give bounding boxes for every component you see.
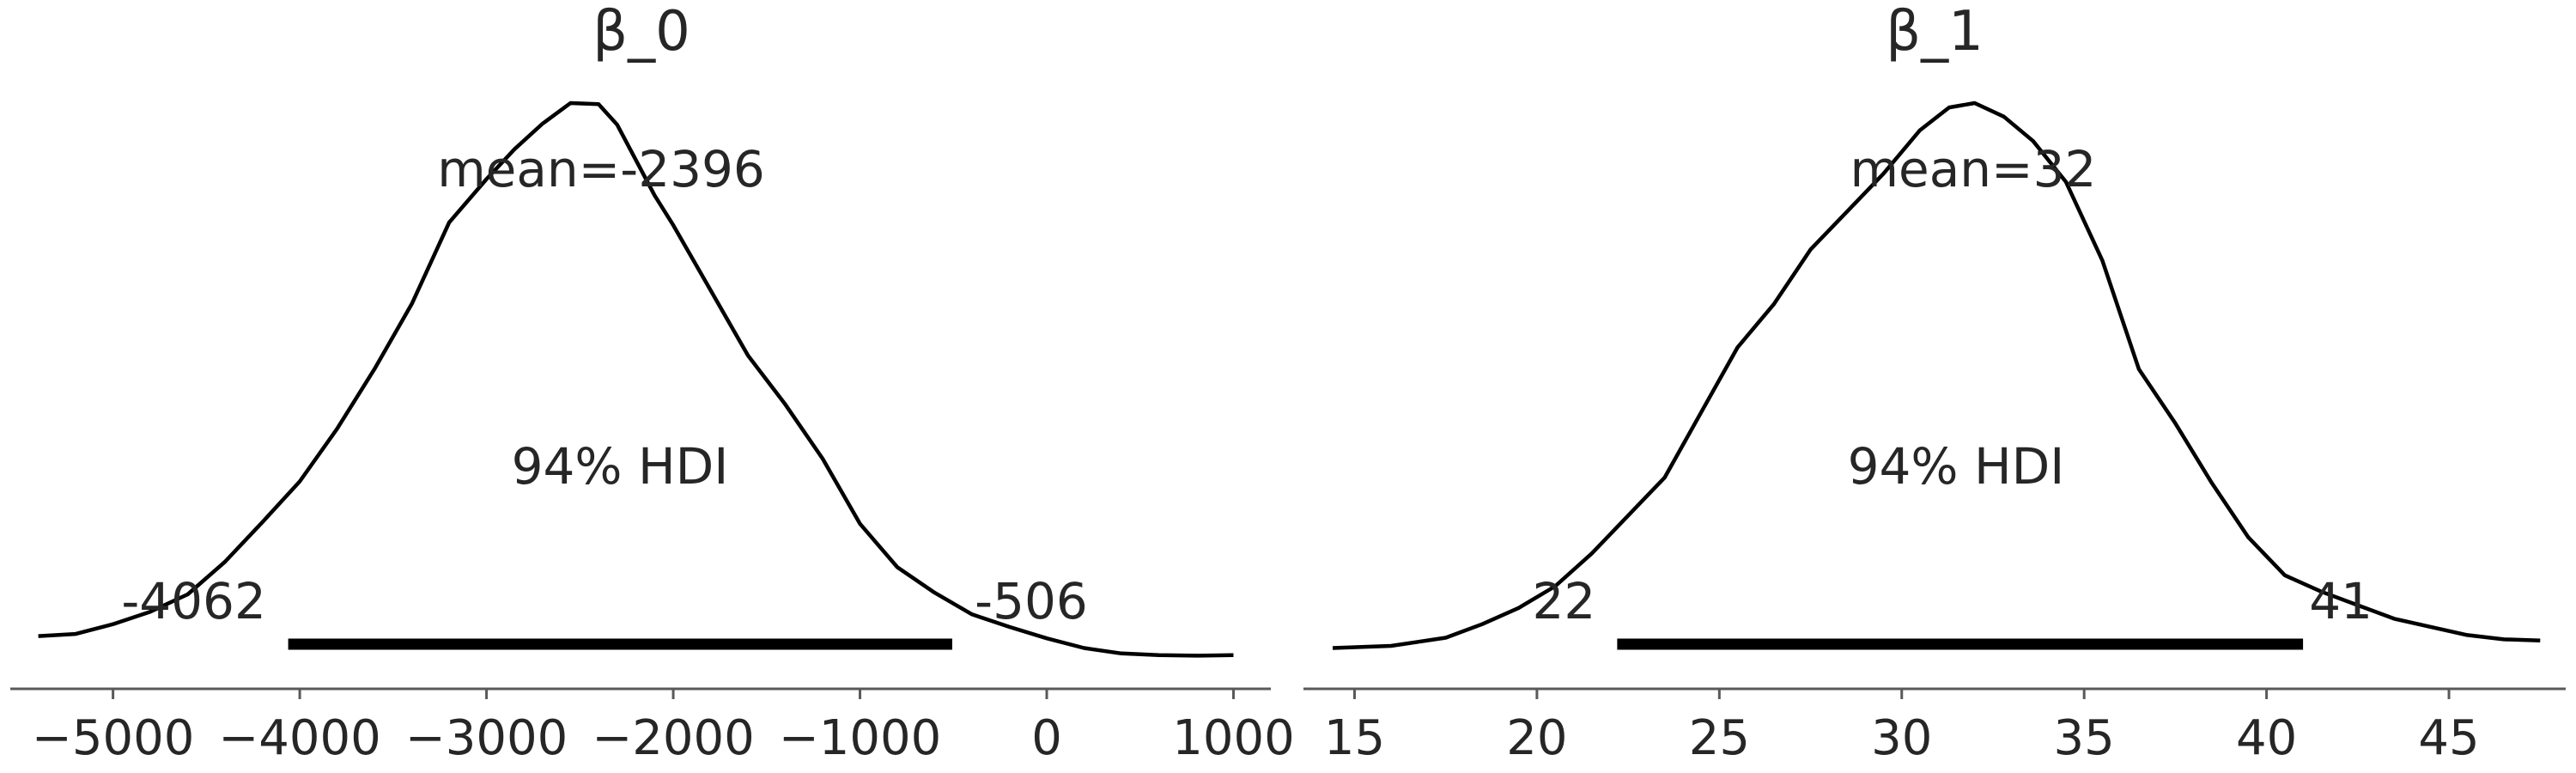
- x-tick-label: 40: [2236, 710, 2297, 766]
- x-tick-label: −1000: [779, 710, 941, 766]
- posterior-panel-beta-1: β_1 15 20 25 30 35 40 45 mean=32 94% HDI 22 41: [1303, 0, 2566, 766]
- x-tick-label: 1000: [1172, 710, 1295, 766]
- hdi-lower-label: 22: [1532, 572, 1595, 630]
- hdi-upper-label: -506: [975, 572, 1088, 630]
- posterior-panel-beta-0: β_0 −5000 −4000 −3000 −2000 −1000 0 1000 mean=…: [10, 0, 1295, 766]
- x-tick-label: −4000: [218, 710, 380, 766]
- hdi-label: 94% HDI: [1848, 437, 2065, 496]
- x-tick-label: 20: [1506, 710, 1567, 766]
- x-tick-label: 30: [1871, 710, 1932, 766]
- panel-title: β_0: [592, 0, 690, 64]
- x-tick-label: 45: [2418, 710, 2479, 766]
- x-tick-label: 15: [1324, 710, 1385, 766]
- x-tick-group: −5000 −4000 −3000 −2000 −1000 0 1000: [32, 689, 1295, 766]
- x-tick-label: 25: [1689, 710, 1750, 766]
- x-tick-label: −5000: [32, 710, 194, 766]
- panel-title: β_1: [1886, 0, 1984, 64]
- density-curve: [38, 100, 1234, 658]
- hdi-label: 94% HDI: [512, 437, 729, 496]
- x-tick-label: −3000: [405, 710, 568, 766]
- hdi-upper-label: 41: [2309, 572, 2372, 630]
- x-tick-label: 35: [2054, 710, 2115, 766]
- mean-label: mean=-2396: [437, 140, 765, 198]
- x-tick-label: 0: [1031, 710, 1062, 766]
- hdi-lower-label: -4062: [121, 572, 266, 630]
- mean-label: mean=32: [1850, 140, 2097, 198]
- x-tick-label: −2000: [592, 710, 754, 766]
- density-curve: [1332, 100, 2541, 650]
- x-tick-group: 15 20 25 30 35 40 45: [1324, 689, 2480, 766]
